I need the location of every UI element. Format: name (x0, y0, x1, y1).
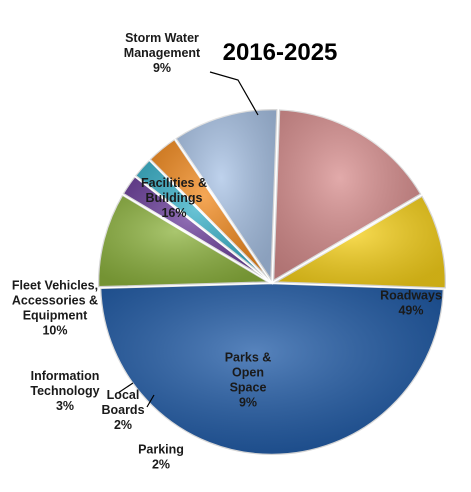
chart-title: 2016-2025 (223, 39, 338, 66)
slice-roadways (98, 281, 446, 457)
leader-line-information-technology (117, 382, 134, 394)
slice-label-line: Accessories & (12, 294, 98, 308)
slice-label-line: 3% (56, 399, 74, 413)
slice-label-line: Local (107, 388, 140, 402)
slice-label-information-technology: Information Technology 3% (30, 369, 99, 413)
slice-label-line: Storm Water (125, 31, 199, 45)
slice-label-line: 49% (398, 304, 423, 318)
leader-line-storm-water (209, 71, 259, 116)
leader-line-local-boards (146, 394, 155, 408)
slice-label-line: 9% (153, 61, 171, 75)
slice-label-local-boards: Local Boards 2% (101, 388, 144, 432)
slice-label-line: Open (232, 366, 264, 380)
slice-label-line: 2% (114, 418, 132, 432)
slice-label-parking: Parking 2% (138, 443, 184, 472)
slice-label-line: Management (124, 46, 201, 60)
slice-label-line: Roadways (380, 289, 442, 303)
slice-label-fleet-vehicles: Fleet Vehicles, Accessories & Equipment 10% (12, 279, 98, 338)
slice-label-line: Information (31, 369, 100, 383)
slice-label-line: 16% (161, 206, 186, 220)
slice-label-line: 10% (42, 324, 67, 338)
pie-slices (96, 107, 448, 457)
slice-label-line: Equipment (23, 309, 88, 323)
slice-label-line: Parking (138, 443, 184, 457)
slice-label-storm-water: Storm Water Management 9% (124, 31, 201, 75)
slice-label-line: Space (230, 381, 267, 395)
slice-label-parks: Parks & Open Space 9% (225, 351, 272, 410)
slice-label-line: Facilities & (141, 176, 207, 190)
slice-labels: Roadways 49%Parks & Open Space 9%Parking 2%Lo… (12, 31, 442, 472)
slice-label-line: Buildings (146, 191, 203, 205)
slice-label-line: 2% (152, 458, 170, 472)
slice-label-line: Parks & (225, 351, 272, 365)
slice-label-line: Fleet Vehicles, (12, 279, 98, 293)
leader-lines (117, 71, 259, 408)
slice-label-facilities: Facilities & Buildings 16% (141, 176, 207, 220)
slice-label-line: Boards (101, 403, 144, 417)
slice-label-roadways: Roadways 49% (380, 289, 442, 318)
slice-label-line: Technology (30, 384, 99, 398)
slice-label-line: 9% (239, 396, 257, 410)
